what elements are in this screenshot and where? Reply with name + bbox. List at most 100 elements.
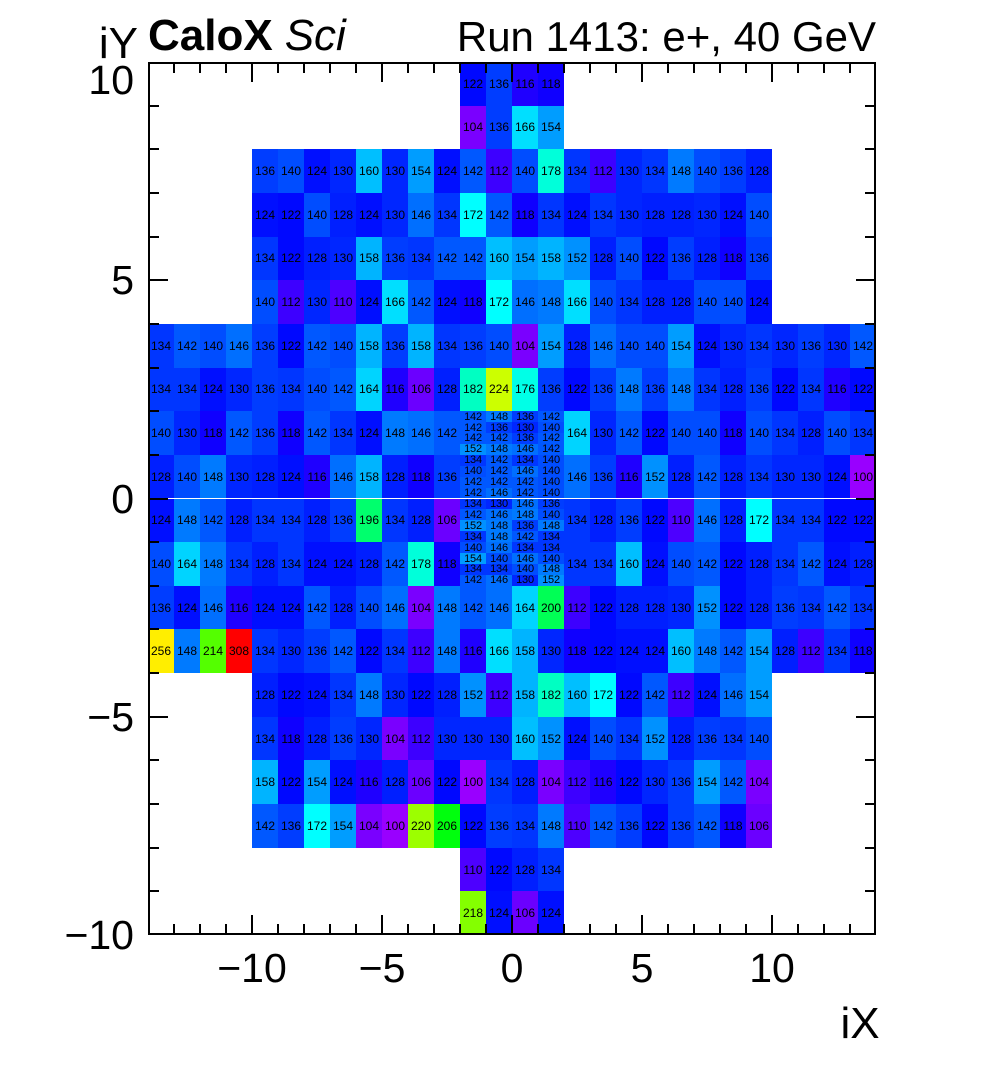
heatmap-cell: 112	[798, 629, 824, 674]
heatmap-cell: 124	[174, 585, 200, 630]
x-axis-tick	[329, 924, 331, 933]
heatmap-cell: 122	[590, 585, 616, 630]
heatmap-cell: 142	[798, 542, 824, 586]
heatmap-subcell: 148	[538, 563, 564, 575]
heatmap-cell: 130	[382, 149, 408, 193]
heatmap-cell: 118	[850, 629, 876, 674]
heatmap-cell: 134	[824, 629, 850, 674]
heatmap-cell: 130	[174, 411, 200, 455]
heatmap-cell: 136	[590, 367, 616, 412]
heatmap-cell: 158	[538, 236, 564, 281]
heatmap-cell: 128	[772, 629, 798, 674]
heatmap-subcell: 148	[486, 531, 512, 543]
heatmap-cell: 142	[460, 236, 486, 281]
heatmap-cell: 136	[486, 105, 512, 150]
heatmap-subcell: 148	[486, 411, 512, 423]
heatmap-cell: 136	[252, 367, 278, 412]
x-axis-tick	[511, 64, 513, 82]
x-axis-tick	[719, 924, 721, 933]
heatmap-cell: 134	[252, 716, 278, 761]
heatmap-cell: 124	[642, 629, 668, 674]
heatmap-cell: 136	[798, 323, 824, 368]
x-axis-tick	[823, 924, 825, 933]
heatmap-cell: 136	[746, 236, 772, 281]
heatmap-cell: 154	[538, 323, 564, 368]
heatmap-cell: 124	[200, 367, 226, 412]
heatmap-cell: 134	[590, 192, 616, 237]
y-axis-tick	[150, 410, 159, 413]
heatmap-cell: 148	[668, 367, 694, 412]
heatmap-subcell: 146	[486, 574, 512, 586]
heatmap-subcell: 142	[538, 443, 564, 455]
y-axis-tick	[150, 366, 159, 369]
heatmap-cell: 128	[746, 585, 772, 630]
heatmap-cell: 130	[330, 149, 356, 193]
heatmap-cell: 140	[590, 280, 616, 324]
heatmap-cell: 134	[720, 716, 746, 761]
heatmap-cell: 130	[616, 192, 642, 237]
y-tick-label: 5	[111, 257, 134, 304]
x-axis-tick	[797, 64, 799, 73]
y-axis-tick	[856, 497, 874, 500]
heatmap-cell: 112	[564, 760, 590, 805]
heatmap-cell: 112	[408, 716, 434, 761]
heatmap-cell: 100	[850, 454, 876, 499]
heatmap-cell: 118	[434, 542, 460, 586]
heatmap-cell: 154	[304, 760, 330, 805]
heatmap-cell: 124	[434, 280, 460, 324]
heatmap-cell: 104	[538, 760, 564, 805]
heatmap-cell: 136	[772, 585, 798, 630]
heatmap-subcell: 140	[512, 563, 538, 575]
heatmap-cell: 154	[512, 236, 538, 281]
heatmap-cell: 142	[434, 236, 460, 281]
heatmap-cell: 134	[382, 498, 408, 543]
heatmap-cell: 142	[304, 323, 330, 368]
heatmap-cell: 142	[694, 542, 720, 586]
heatmap-cell: 104	[746, 760, 772, 805]
heatmap-cell: 122	[616, 673, 642, 717]
heatmap-cell: 178	[538, 149, 564, 193]
heatmap-cell: 122	[850, 367, 876, 412]
x-axis-tick	[849, 64, 851, 73]
y-axis-tick	[150, 541, 159, 544]
x-axis-tick	[199, 924, 201, 933]
heatmap-cell: 142	[408, 280, 434, 324]
x-axis-tick	[251, 915, 253, 933]
heatmap-cell: 124	[486, 891, 512, 935]
x-axis-tick	[277, 64, 279, 73]
heatmap-cell: 146	[564, 454, 590, 499]
heatmap-cell: 128	[642, 585, 668, 630]
x-axis-tick	[485, 64, 487, 73]
x-axis-tick	[823, 64, 825, 73]
y-tick-label: 0	[111, 475, 134, 522]
y-axis-tick	[150, 104, 159, 107]
y-tick-label: 10	[88, 57, 134, 103]
heatmap-subcell: 140	[460, 542, 486, 554]
heatmap-cell: 134	[278, 542, 304, 586]
heatmap-cell: 104	[408, 585, 434, 630]
heatmap-cell: 140	[174, 454, 200, 499]
heatmap-cell: 122	[278, 192, 304, 237]
x-axis-tick	[173, 924, 175, 933]
heatmap-cell: 136	[460, 323, 486, 368]
x-axis-tick	[849, 924, 851, 933]
heatmap-cell: 128	[798, 411, 824, 455]
heatmap-subcell: 142	[512, 531, 538, 543]
heatmap-cell: 142	[850, 323, 876, 368]
heatmap-subcell: 146	[486, 509, 512, 521]
heatmap-cell: 122	[642, 498, 668, 543]
heatmap-subcell: 134	[512, 542, 538, 554]
heatmap-cell: 124	[538, 891, 564, 935]
y-axis-tick	[865, 410, 874, 413]
heatmap-cell: 134	[798, 585, 824, 630]
x-axis-tick	[537, 64, 539, 73]
heatmap-cell: 122	[278, 760, 304, 805]
heatmap-cell: 124	[304, 673, 330, 717]
heatmap-cell: 124	[746, 280, 772, 324]
x-axis-tick	[225, 64, 227, 73]
heatmap-cell: 142	[590, 804, 616, 848]
heatmap-cell: 140	[148, 411, 174, 455]
heatmap-cell: 152	[538, 716, 564, 761]
heatmap-cell: 142	[720, 629, 746, 674]
x-axis-tick	[433, 64, 435, 73]
